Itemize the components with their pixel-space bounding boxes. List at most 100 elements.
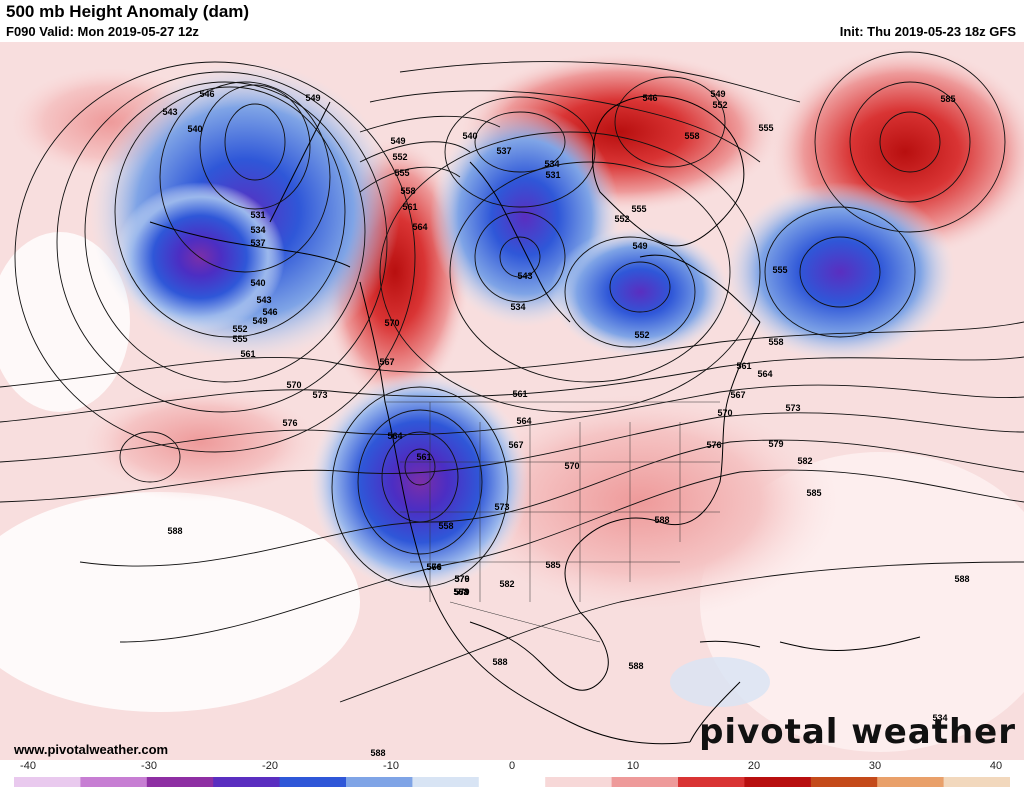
contour-label: 558: [438, 521, 453, 531]
contour-label: 561: [736, 361, 751, 371]
contour-label: 585: [940, 94, 955, 104]
contour-label: 561: [240, 349, 255, 359]
brand-logo: pivotal weather: [699, 712, 1016, 752]
contour-label: 549: [710, 89, 725, 99]
contour-label: 552: [634, 330, 649, 340]
contour-label: 570: [286, 380, 301, 390]
contour-label: 552: [712, 100, 727, 110]
contour-label: 573: [785, 403, 800, 413]
colorbar-tick-label: 0: [508, 760, 516, 772]
contour-label: 549: [252, 316, 267, 326]
contour-label: 534: [250, 225, 265, 235]
contour-label: 567: [730, 390, 745, 400]
colorbar-segment: [213, 777, 281, 787]
colorbar-segment: [877, 777, 945, 787]
colorbar-tick-label: 10: [626, 760, 640, 772]
contour-label: 570: [717, 408, 732, 418]
contour-label: 570: [384, 318, 399, 328]
contour-label: 588: [370, 748, 385, 758]
contour-label: 588: [654, 515, 669, 525]
colorbar-tick-label: 40: [989, 760, 1003, 772]
contour-label: 579: [454, 574, 469, 584]
contour-label: 534: [510, 302, 525, 312]
valid-time: F090 Valid: Mon 2019-05-27 12z: [6, 24, 199, 39]
contour-label: 531: [545, 170, 560, 180]
contour-label: 549: [632, 241, 647, 251]
colorbar-segment: [744, 777, 812, 787]
contour-label: 576: [706, 440, 721, 450]
init-time: Init: Thu 2019-05-23 18z GFS: [839, 24, 1016, 39]
contour-label: 576: [282, 418, 297, 428]
contour-label: 558: [453, 587, 468, 597]
contour-label: 588: [954, 574, 969, 584]
trough-labrador: [550, 227, 730, 357]
colorbar-segment: [412, 777, 480, 787]
colorbar-segment: [346, 777, 413, 787]
contour-label: 555: [394, 168, 409, 178]
colorbar-segment: [478, 777, 546, 787]
contour-label: 555: [772, 265, 787, 275]
contour-label: 570: [564, 461, 579, 471]
contour-label: 576: [454, 574, 469, 584]
contour-label: 579: [454, 587, 469, 597]
contour-label: 543: [162, 107, 177, 117]
colorbar-segment: [678, 777, 745, 787]
contour-label: 558: [684, 131, 699, 141]
contour-label: 546: [199, 89, 214, 99]
contour-label: 549: [305, 93, 320, 103]
contour-label: 534: [544, 159, 559, 169]
contour-label: 537: [250, 238, 265, 248]
contour-label: 549: [390, 136, 405, 146]
colorbar-segment: [943, 777, 1010, 787]
colorbar-segment: [279, 777, 347, 787]
trough-north-atlantic: [725, 182, 955, 362]
contour-label: 564: [387, 431, 402, 441]
contour-label: 540: [462, 131, 477, 141]
contour-label: 588: [167, 526, 182, 536]
contour-label: 561: [416, 452, 431, 462]
contour-label: 546: [262, 307, 277, 317]
chart-title: 500 mb Height Anomaly (dam): [6, 2, 250, 21]
colorbar-segment: [611, 777, 679, 787]
colorbar-segment: [146, 777, 214, 787]
colorbar-segment: [545, 777, 613, 787]
contour-label: 543: [517, 271, 532, 281]
contour-label: 540: [250, 278, 265, 288]
contour-label: 531: [250, 210, 265, 220]
contour-label: 564: [412, 222, 427, 232]
contour-label: 552: [614, 214, 629, 224]
contour-label: 552: [232, 324, 247, 334]
colorbar-tick-label: -20: [262, 760, 278, 772]
trough-southwest-us: [310, 372, 530, 592]
contour-label: 588: [628, 661, 643, 671]
contour-label: 555: [232, 334, 247, 344]
contour-label: 555: [631, 204, 646, 214]
contour-label: 540: [187, 124, 202, 134]
contour-label: 561: [453, 587, 468, 597]
contour-label: 558: [400, 186, 415, 196]
height-contours: [0, 51, 1024, 703]
contour-label: 552: [392, 152, 407, 162]
contour-label: 561: [512, 389, 527, 399]
contour-label: 567: [508, 440, 523, 450]
colorbar-tick-label: -30: [141, 760, 157, 772]
contour-label: 579: [768, 439, 783, 449]
colorbar-tick-label: 30: [868, 760, 882, 772]
contour-label: 537: [496, 146, 511, 156]
colorbar-tick-label: -10: [383, 760, 399, 772]
website-credit: www.pivotalweather.com: [14, 742, 169, 757]
anomaly-colorbar: [14, 777, 1010, 787]
contour-label: 564: [426, 562, 441, 572]
colorbar-segment: [80, 777, 148, 787]
colorbar-tick-label: -40: [20, 760, 36, 772]
colorbar-segment: [810, 777, 878, 787]
contour-label: 564: [757, 369, 772, 379]
political-borders: [385, 401, 720, 643]
contour-label: 558: [768, 337, 783, 347]
colorbar-segment: [14, 777, 81, 787]
contour-label: 573: [312, 390, 327, 400]
contour-label: 588: [492, 657, 507, 667]
contour-label: 582: [499, 579, 514, 589]
